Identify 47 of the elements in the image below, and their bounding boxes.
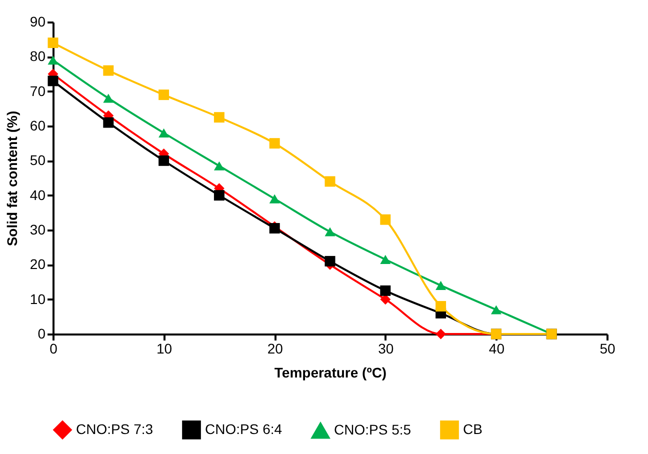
legend-label: CB [463,420,482,437]
y-tick-label: 70 [30,82,46,99]
y-tick-label: 10 [30,290,46,307]
y-tick-label: 80 [30,48,46,64]
point [158,155,170,166]
x-tick-label: 50 [600,340,616,356]
legend-label: CNO:PS 7:3 [76,420,154,437]
y-tick-label: 20 [30,256,46,272]
point [103,94,114,103]
point [48,76,58,86]
point [380,285,391,296]
point [436,301,446,312]
point [490,305,502,314]
y-tick-label: 30 [30,222,46,238]
point [436,328,446,340]
point [324,256,336,266]
point [103,117,114,128]
x-tick-label: 20 [267,340,284,356]
point [436,280,446,290]
y-tick-label: 50 [30,152,46,168]
point [48,56,58,65]
x-tick-label: 30 [378,340,394,356]
y-tick-label: 0 [38,326,46,342]
point [269,138,280,149]
x-tick-label: 10 [156,340,172,356]
point [158,128,170,138]
point [324,176,336,187]
y-tick-label: 40 [30,186,46,203]
point [214,112,224,123]
point [269,194,280,204]
x-axis-title: Temperature (ºC) [274,364,387,380]
y-tick-label: 90 [30,14,46,30]
x-tick-label: 0 [50,340,58,356]
point [158,90,170,100]
point [380,214,391,225]
point [380,294,391,305]
point [214,190,224,201]
point [380,254,391,264]
legend-label: CNO:PS 5:5 [334,422,412,438]
point [48,38,58,48]
point [214,161,224,170]
y-tick-label: 60 [30,118,46,134]
point [324,227,336,236]
point [103,65,114,76]
legend-label: CNO:PS 6:4 [205,420,282,437]
x-tick-label: 40 [488,340,505,356]
y-axis-title: Solid fat content (%) [4,110,20,246]
